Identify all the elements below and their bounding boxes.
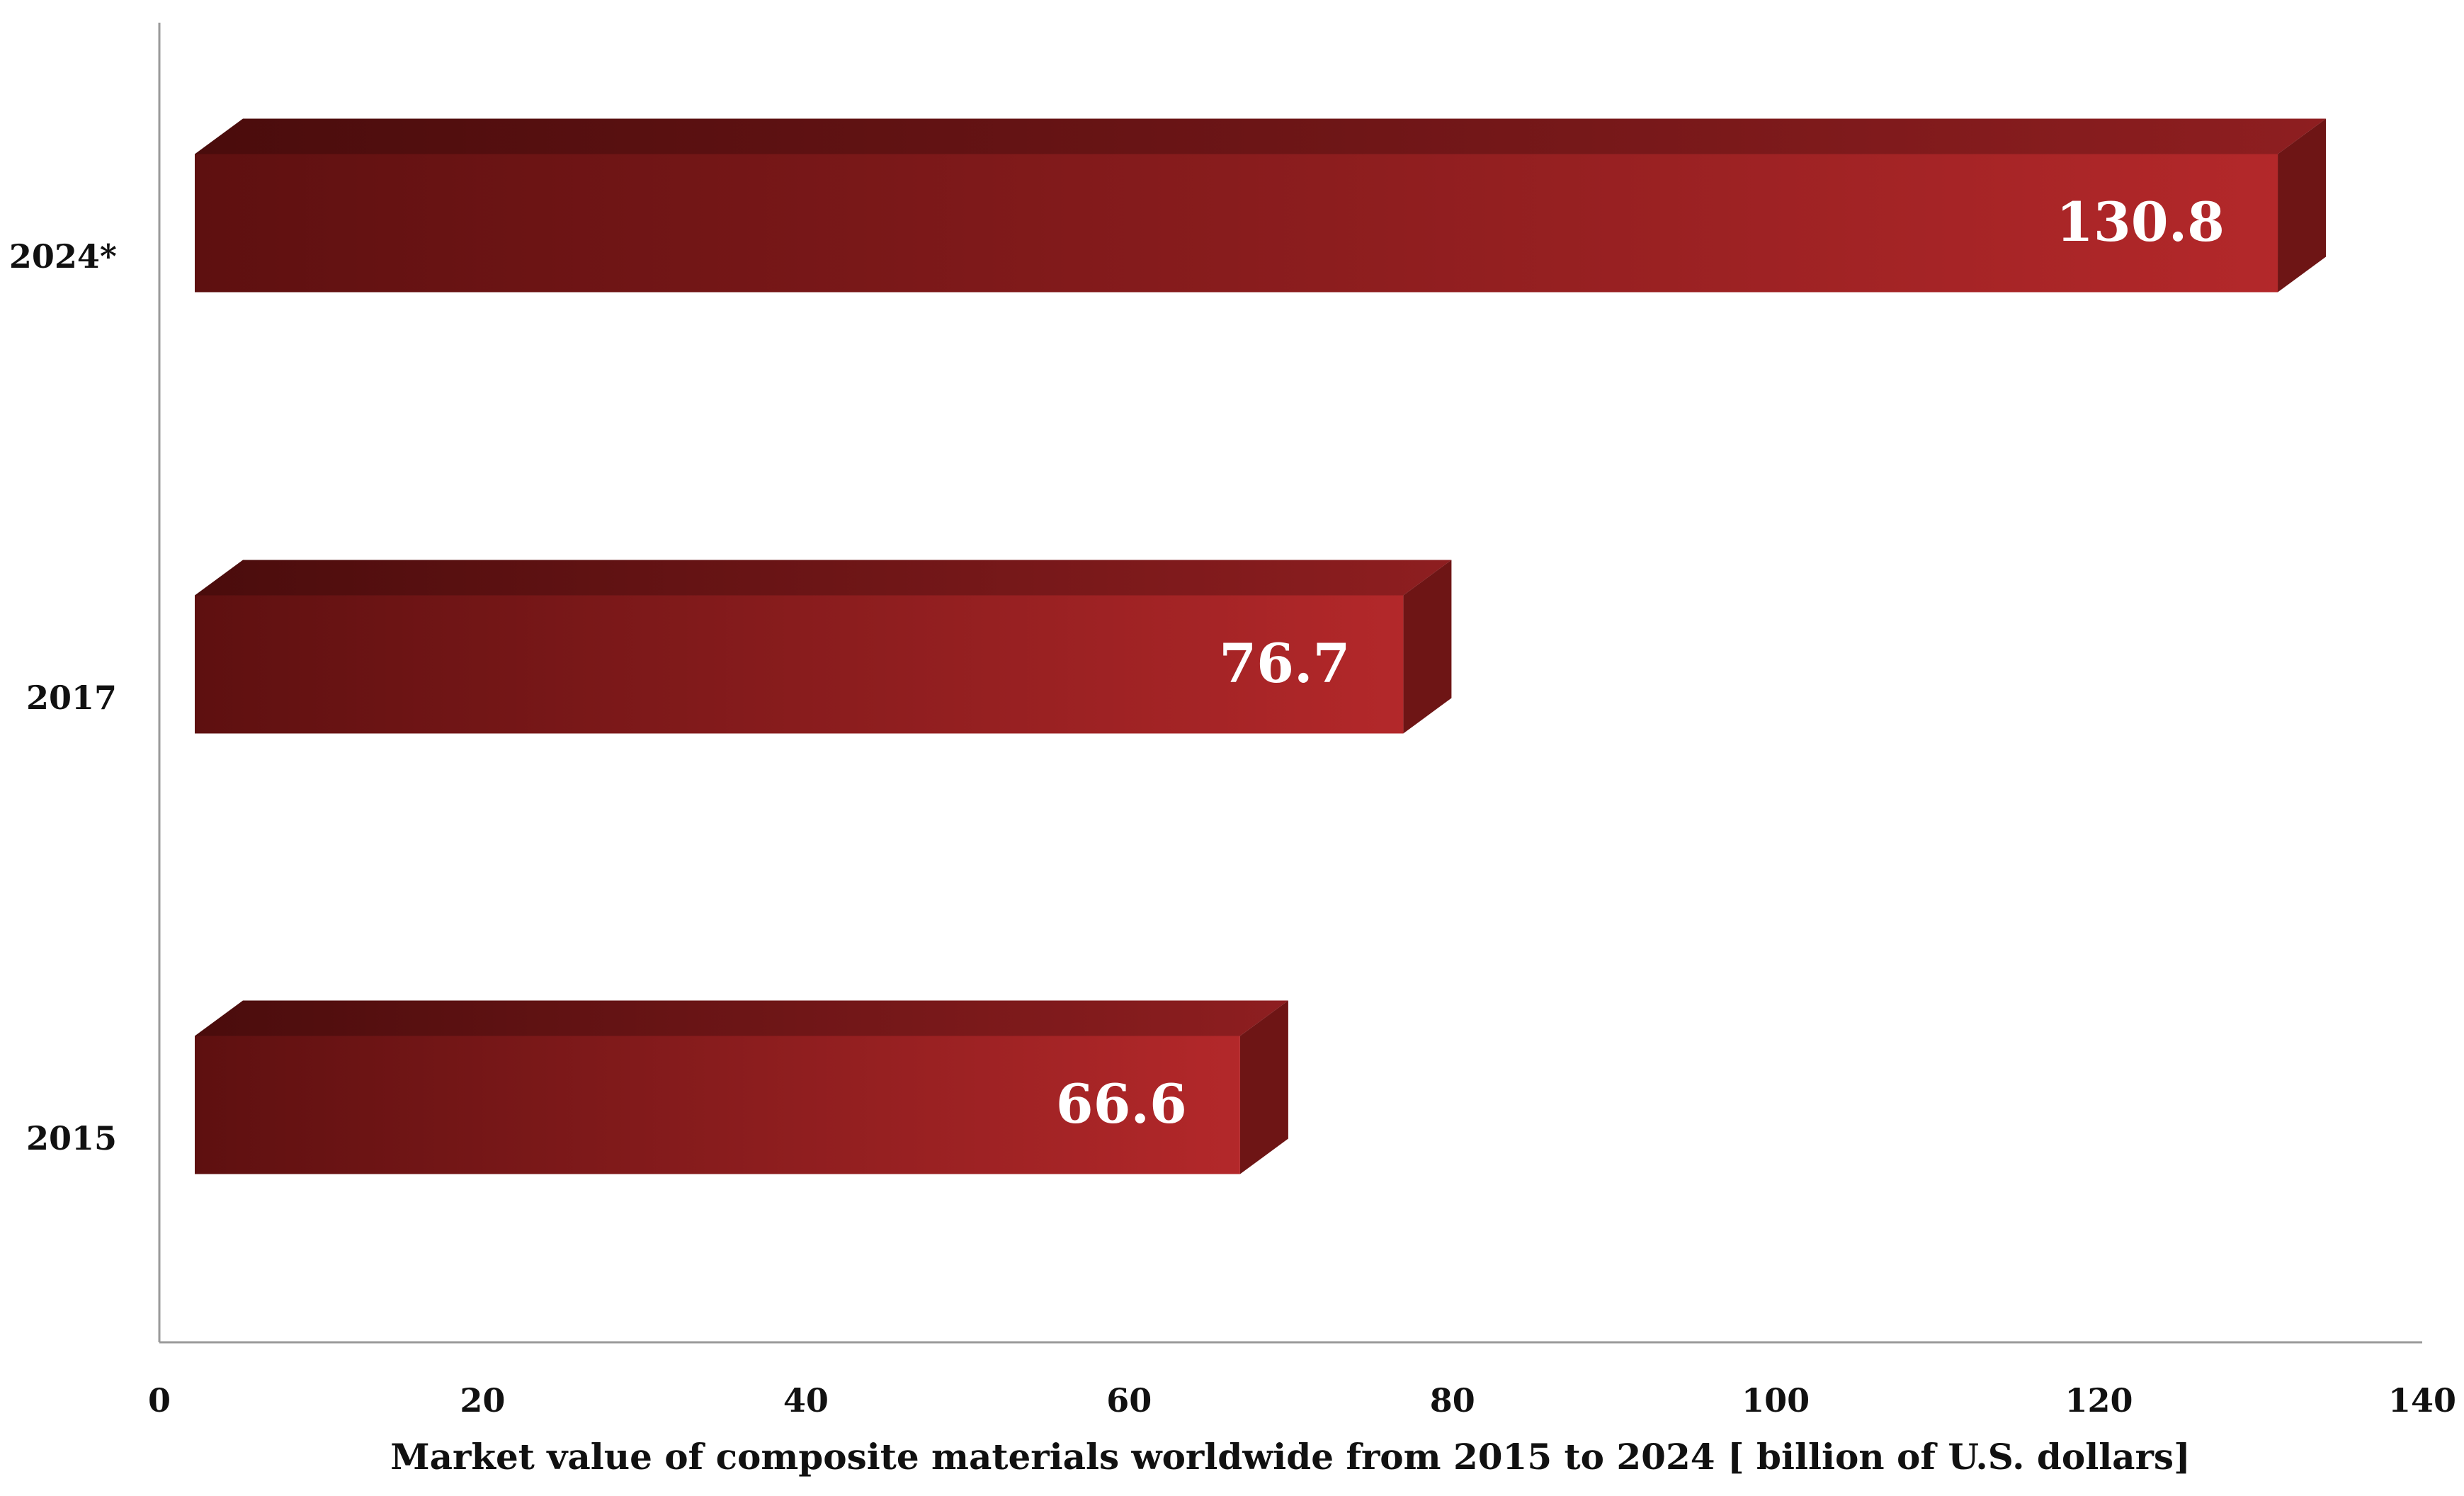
bar-side-face	[1239, 1000, 1288, 1174]
y-tick-label: 2015	[26, 1119, 117, 1157]
x-tick-label: 40	[783, 1381, 829, 1420]
bar-2017: 76.7	[195, 560, 1452, 734]
x-tick-label: 80	[1430, 1381, 1475, 1420]
bars-group: 130.8 76.7 66.6	[195, 118, 2327, 1174]
x-tick-label: 100	[1742, 1381, 1810, 1420]
bar-value-label: 76.7	[1219, 632, 1350, 695]
x-tick-label: 140	[2388, 1381, 2456, 1420]
x-axis-label: Market value of composite materials worl…	[390, 1436, 2190, 1478]
x-tick-label: 20	[460, 1381, 505, 1420]
x-tick-label: 60	[1106, 1381, 1152, 1420]
bar-side-face	[1403, 560, 1452, 734]
bar-top-face	[195, 118, 2327, 154]
bar-front-face	[195, 154, 2278, 293]
x-tick-label: 120	[2065, 1381, 2133, 1420]
bar-2015: 66.6	[195, 1000, 1288, 1174]
x-tick-labels: 0 20 40 60 80 100 120 140	[148, 1381, 2456, 1420]
bar-front-face	[195, 595, 1404, 734]
x-tick-label: 0	[148, 1381, 171, 1420]
y-tick-label: 2017	[26, 679, 117, 717]
y-tick-labels: 2024* 2017 2015	[9, 237, 117, 1157]
bar-front-face	[195, 1036, 1240, 1174]
bar-value-label: 130.8	[2056, 191, 2225, 254]
bar-side-face	[2278, 118, 2327, 293]
bar-value-label: 66.6	[1056, 1072, 1187, 1135]
y-tick-label: 2024*	[9, 237, 117, 276]
bar-top-face	[195, 1000, 1288, 1036]
bar-top-face	[195, 560, 1452, 596]
bar-2024: 130.8	[195, 118, 2327, 293]
